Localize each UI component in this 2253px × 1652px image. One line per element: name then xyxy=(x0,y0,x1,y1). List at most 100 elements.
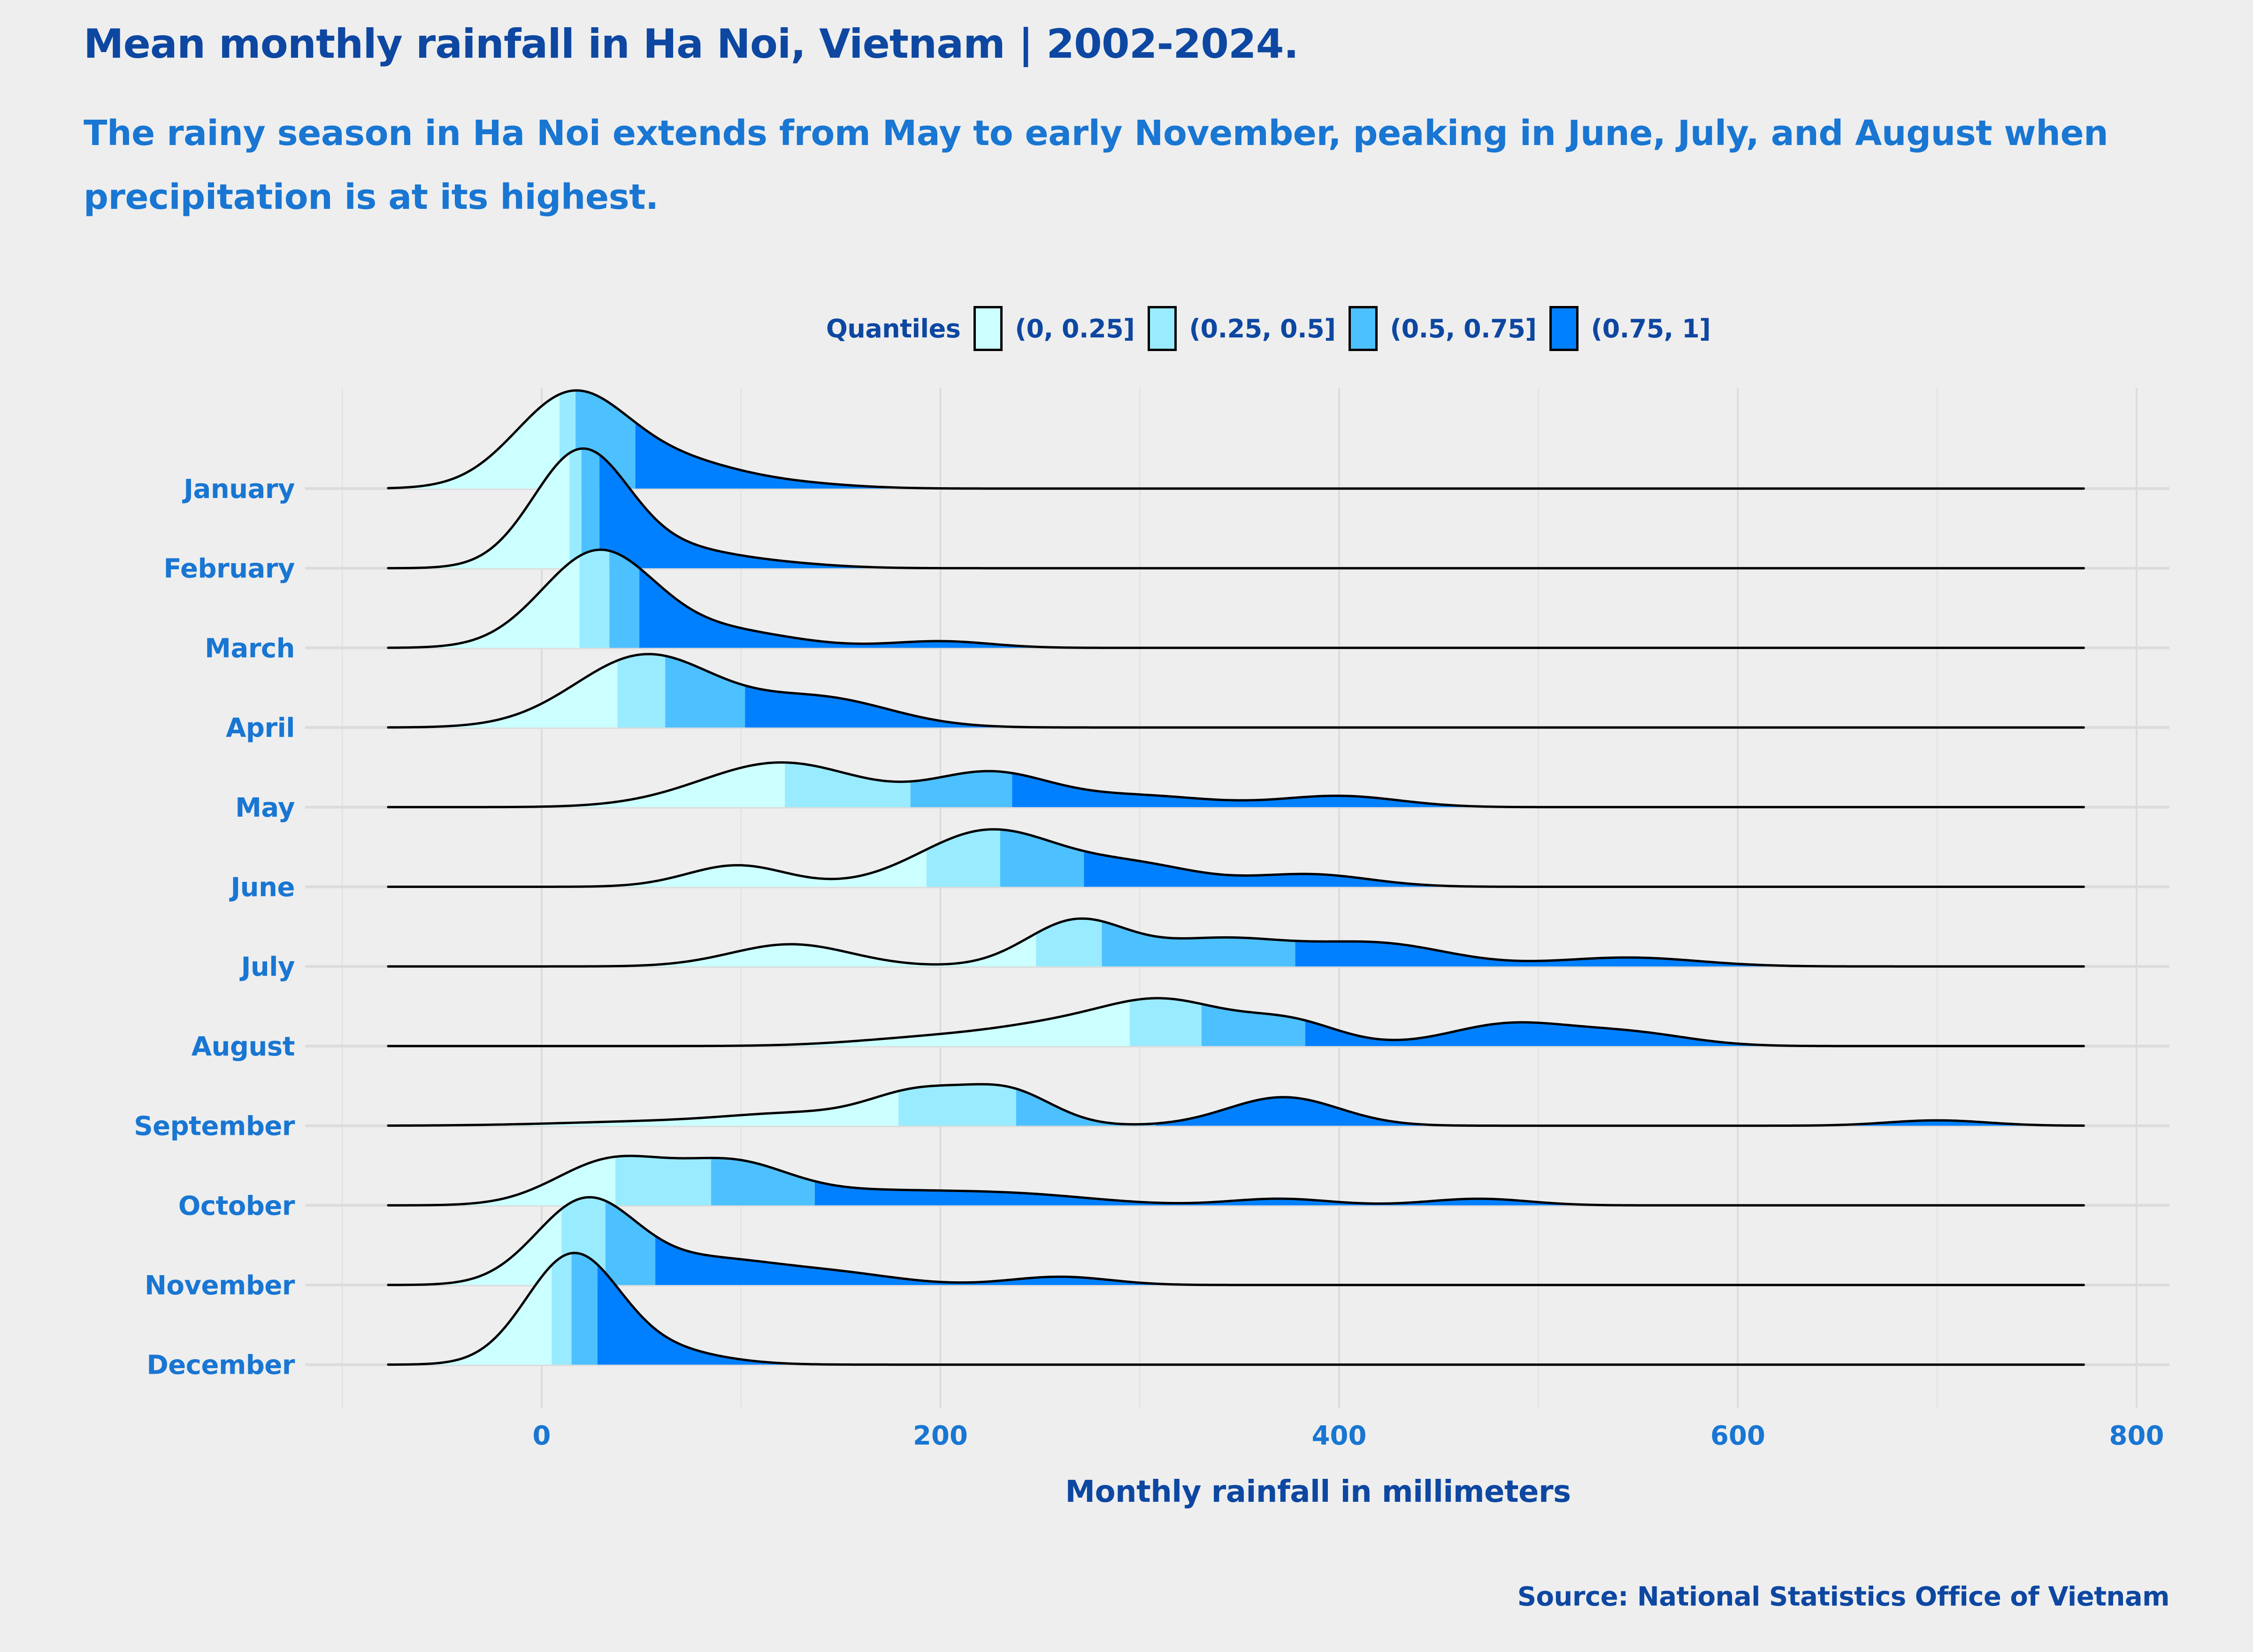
ridge-october xyxy=(387,1155,2085,1207)
ridge-july xyxy=(387,917,2085,968)
ridge-november xyxy=(387,1196,2085,1286)
legend-item-q3: (0.5, 0.75] xyxy=(1349,306,1537,351)
ridge-september xyxy=(387,1083,2085,1127)
y-label-july: July xyxy=(239,952,295,982)
quantile-segment-q2 xyxy=(1036,918,1102,967)
ridge-august xyxy=(387,997,2085,1048)
quantile-segment-q3 xyxy=(571,1253,598,1365)
y-label-march: March xyxy=(205,633,295,664)
ridges xyxy=(387,389,2085,1366)
legend-label-q1: (0, 0.25] xyxy=(1015,314,1135,344)
y-label-february: February xyxy=(164,554,295,584)
ridge-may xyxy=(387,761,2085,809)
ridge-february xyxy=(387,447,2085,570)
quantile-segment-q2 xyxy=(1130,998,1202,1046)
quantile-segment-q4 xyxy=(1295,941,2085,967)
legend-label-q3: (0.5, 0.75] xyxy=(1390,314,1537,344)
quantile-segment-q1 xyxy=(388,394,560,489)
quantile-segment-q4 xyxy=(655,1236,2085,1285)
quantile-segment-q3 xyxy=(605,1201,656,1285)
quantile-segment-q2 xyxy=(569,448,582,568)
x-tick-label: 0 xyxy=(533,1421,551,1451)
quantile-segment-q1 xyxy=(388,1001,1130,1046)
quantile-segment-q3 xyxy=(581,448,600,568)
quantile-segment-q1 xyxy=(388,453,570,568)
quantile-segment-q2 xyxy=(785,762,911,807)
density-outline xyxy=(387,917,2085,968)
y-label-november: November xyxy=(145,1270,295,1301)
legend-title: Quantiles xyxy=(826,314,961,344)
density-outline xyxy=(387,1252,2085,1366)
density-outline xyxy=(387,761,2085,809)
legend-label-q4: (0.75, 1] xyxy=(1591,314,1711,344)
y-label-august: August xyxy=(192,1032,295,1062)
ridge-april xyxy=(387,653,2085,729)
quantile-segment-q1 xyxy=(388,1091,899,1126)
y-label-october: October xyxy=(178,1191,295,1221)
x-tick-label: 800 xyxy=(2109,1421,2164,1451)
quantile-segment-q4 xyxy=(639,568,2085,648)
y-label-september: September xyxy=(134,1111,295,1142)
x-tick-label: 400 xyxy=(1312,1421,1367,1451)
quantile-segment-q1 xyxy=(388,1265,552,1365)
y-label-may: May xyxy=(235,793,295,823)
quantile-segment-q1 xyxy=(388,933,1036,967)
y-label-january: January xyxy=(182,474,295,505)
ridge-march xyxy=(387,548,2085,649)
quantile-segment-q2 xyxy=(579,550,610,648)
density-outline xyxy=(387,653,2085,729)
legend-label-q2: (0.25, 0.5] xyxy=(1189,314,1336,344)
legend-item-q2: (0.25, 0.5] xyxy=(1148,306,1336,351)
y-axis-labels: January February March April May June July Augu… xyxy=(134,474,295,1381)
x-axis-ticks: 0 200 400 600 800 xyxy=(533,1421,2164,1451)
quantile-segment-q2 xyxy=(926,829,1000,887)
legend: Quantiles (0, 0.25] (0.25, 0.5] (0.5, 0.… xyxy=(826,303,1724,354)
legend-swatch-q1 xyxy=(973,306,1003,351)
density-outline xyxy=(387,1196,2085,1286)
density-outline xyxy=(387,447,2085,570)
quantile-segment-q1 xyxy=(388,556,580,648)
quantile-segment-q1 xyxy=(388,1208,562,1285)
chart-title: Mean monthly rainfall in Ha Noi, Vietnam… xyxy=(84,21,1299,68)
legend-swatch-q3 xyxy=(1349,306,1378,351)
quantile-segment-q2 xyxy=(617,654,666,728)
y-label-april: April xyxy=(226,713,295,743)
legend-item-q4: (0.75, 1] xyxy=(1549,306,1711,351)
quantile-segment-q3 xyxy=(1102,921,1295,967)
y-label-december: December xyxy=(146,1350,295,1381)
quantile-segment-q1 xyxy=(388,660,618,728)
quantile-segment-q4 xyxy=(599,454,2085,568)
quantile-segment-q3 xyxy=(910,771,1012,807)
x-axis-title: Monthly rainfall in millimeters xyxy=(1065,1475,1571,1509)
density-outline xyxy=(387,548,2085,649)
ridge-january xyxy=(387,389,2085,490)
quantile-segment-q1 xyxy=(388,849,927,887)
x-tick-label: 200 xyxy=(913,1421,968,1451)
density-outline xyxy=(387,1155,2085,1207)
quantile-segment-q3 xyxy=(665,656,745,728)
ridge-june xyxy=(387,828,2085,888)
quantile-segment-q3 xyxy=(1016,1088,1156,1126)
density-outline xyxy=(387,997,2085,1048)
legend-item-q1: (0, 0.25] xyxy=(973,306,1135,351)
x-tick-label: 600 xyxy=(1710,1421,1765,1451)
quantile-segment-q3 xyxy=(1000,829,1084,887)
quantile-segment-q1 xyxy=(388,1156,616,1206)
density-outline xyxy=(387,1083,2085,1127)
quantile-segment-q4 xyxy=(1012,773,2085,807)
legend-swatch-q2 xyxy=(1148,306,1177,351)
quantile-segment-q3 xyxy=(609,551,640,648)
density-outline xyxy=(387,389,2085,490)
density-outline xyxy=(387,828,2085,888)
quantile-segment-q4 xyxy=(1305,1020,2085,1046)
quantile-segment-q3 xyxy=(711,1158,815,1206)
quantile-segment-q1 xyxy=(388,762,785,807)
source-caption: Source: National Statistics Office of Vi… xyxy=(1517,1582,2170,1612)
quantile-segment-q3 xyxy=(1201,1004,1305,1046)
quantile-segment-q2 xyxy=(898,1084,1016,1126)
quantile-segment-q4 xyxy=(635,422,2085,489)
chart-subtitle: The rainy season in Ha Noi extends from … xyxy=(84,113,2108,217)
legend-swatch-q4 xyxy=(1549,306,1579,351)
quantile-segment-q4 xyxy=(1084,851,2085,887)
